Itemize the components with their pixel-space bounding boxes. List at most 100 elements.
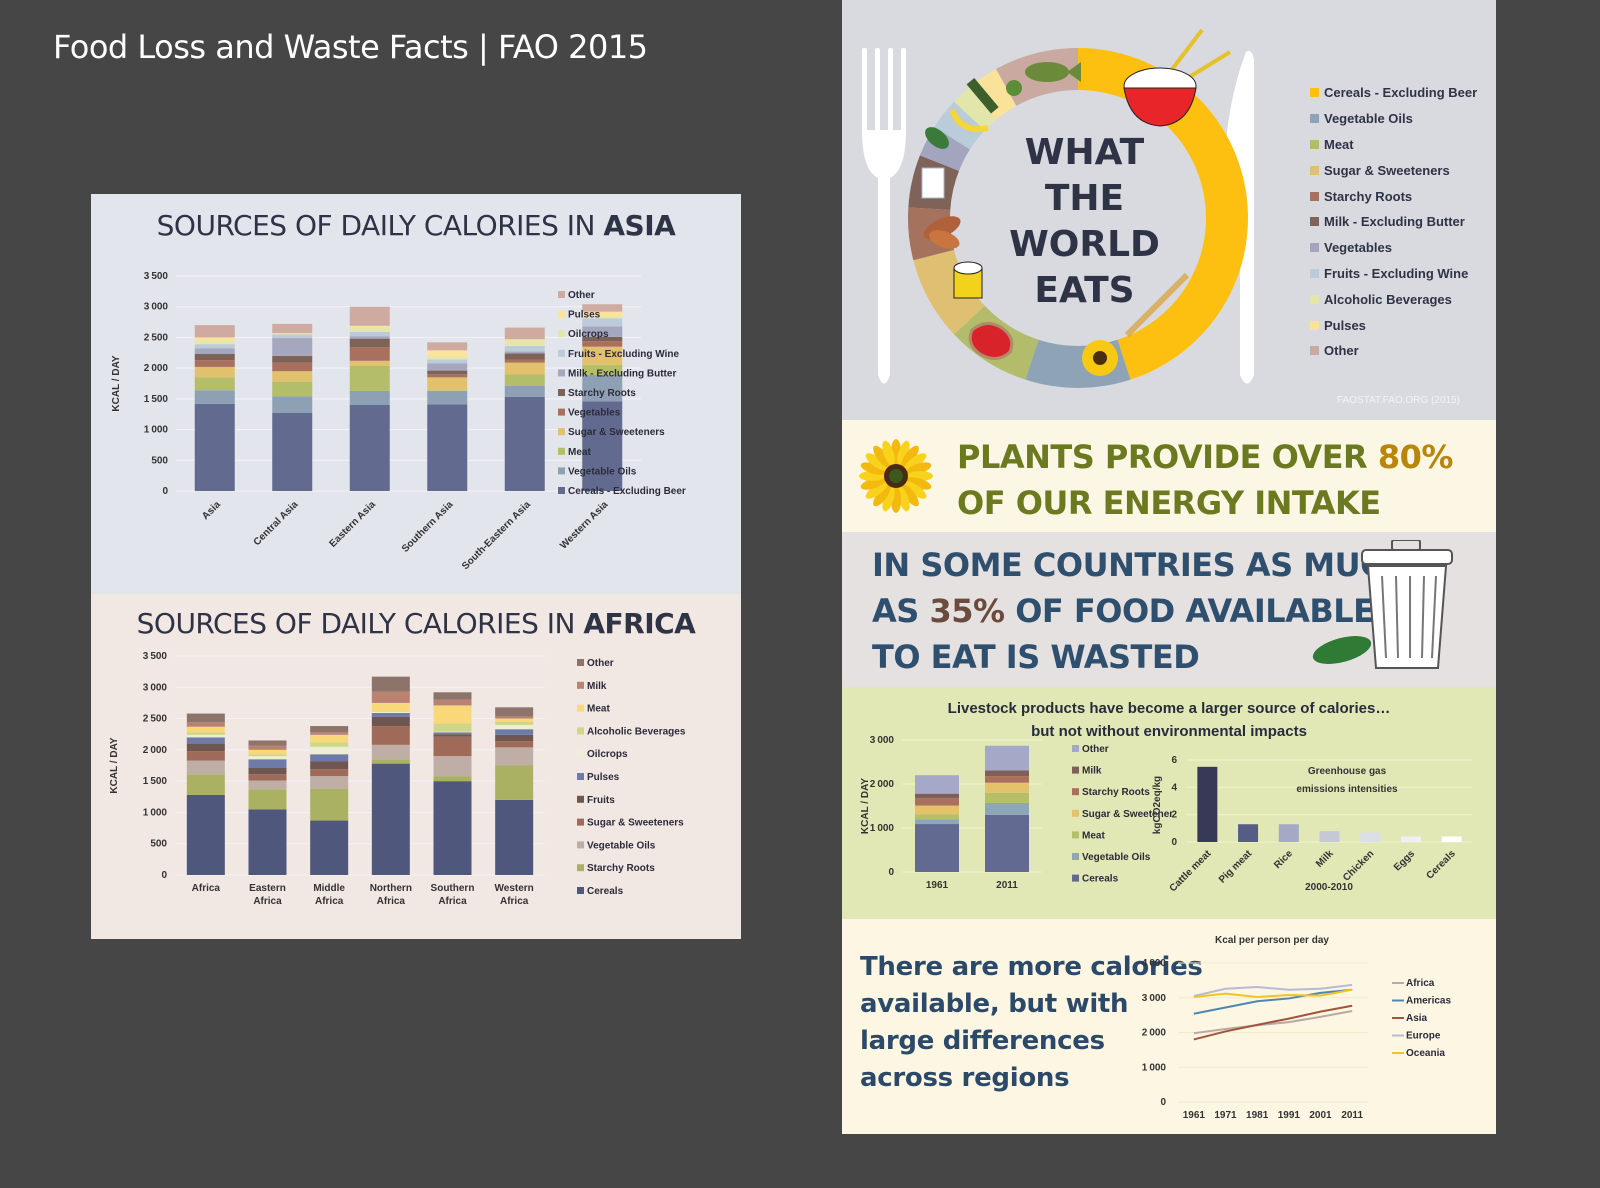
bar-segment: [582, 401, 623, 491]
x-tick-label: Eggs: [1392, 848, 1417, 873]
bar-segment: [985, 770, 1029, 777]
waste-line2-prefix: AS: [872, 592, 930, 630]
legend-swatch: [577, 681, 584, 689]
x-tick-label: Central Asia: [252, 499, 301, 548]
legend-swatch: [558, 349, 565, 357]
legend-item: Fruits - Excluding Wine: [1310, 261, 1477, 287]
bar-segment: [248, 759, 287, 769]
bar-segment: [310, 788, 349, 821]
bar-segment: [427, 342, 468, 351]
legend-swatch: [1310, 294, 1319, 304]
legend-label: Americas: [1406, 996, 1451, 1007]
livestock-title: Livestock products have become a larger …: [842, 697, 1496, 743]
bar-segment: [433, 776, 472, 782]
bar-segment: [272, 396, 313, 413]
bar-segment: [349, 338, 390, 348]
bar-segment: [272, 333, 313, 334]
bar-segment: [349, 365, 390, 391]
legend-label: Vegetable Oils: [587, 840, 656, 851]
y-tick-label: 1 000: [1142, 1062, 1167, 1073]
legend-label: Starchy Roots: [1324, 188, 1413, 204]
y-tick-label: 3 000: [144, 302, 169, 313]
legend-swatch: [558, 487, 565, 494]
what-world-eats-legend: Cereals - Excluding Beer Vegetable Oils Me…: [1310, 80, 1477, 364]
bar-segment: [310, 734, 349, 743]
asia-title-prefix: SOURCES OF DAILY CALORIES IN: [156, 209, 604, 242]
bar: [1197, 766, 1218, 842]
legend-label: Fruits - Excluding Wine: [1324, 265, 1469, 281]
fish-icon: [1025, 62, 1081, 82]
legend-label: Alcoholic Beverages: [587, 726, 686, 737]
bar-segment: [504, 351, 545, 354]
y-axis-label: KCAL / DAY: [860, 778, 871, 834]
legend-swatch: [1310, 268, 1319, 278]
y-tick-label: 500: [150, 839, 167, 850]
bar-segment: [433, 736, 472, 757]
bar-segment: [433, 756, 472, 777]
bar-segment: [186, 722, 225, 727]
legend-label: Fruits - Excluding Wine: [568, 349, 679, 360]
ghg-chart-title: Greenhouse gas: [1308, 766, 1387, 777]
bar-segment: [433, 781, 472, 875]
legend-label: Vegetables: [1324, 240, 1392, 256]
bar-segment: [582, 326, 623, 337]
bar-segment: [194, 344, 235, 349]
y-tick-label: 2 000: [1142, 1028, 1167, 1039]
bar-segment: [504, 346, 545, 352]
legend-item: Starchy Roots: [1310, 183, 1477, 209]
bar-segment: [495, 707, 534, 717]
bar-segment: [310, 726, 349, 733]
bar-segment: [194, 360, 235, 367]
bar-segment: [248, 756, 287, 760]
bar-segment: [915, 793, 959, 799]
legend-label: Sugar & Sweeteners: [587, 818, 684, 829]
line-series: [1193, 1009, 1353, 1035]
legend-label: Oilcrops: [587, 749, 628, 760]
bar-segment: [915, 775, 959, 794]
plants-line2: OF OUR ENERGY INTAKE: [957, 484, 1381, 522]
bar-segment: [310, 769, 349, 777]
bar-segment: [186, 760, 225, 775]
livestock-title-line1: Livestock products have become a larger …: [947, 700, 1391, 717]
bar-segment: [349, 306, 390, 326]
y-tick-label: 2 000: [870, 779, 895, 790]
leaf-icon: [1312, 636, 1372, 664]
bar-segment: [248, 749, 287, 755]
bar-segment: [186, 713, 225, 723]
livestock-title-line2: but not without environmental impacts: [1031, 723, 1307, 740]
bar-segment: [248, 754, 287, 757]
bar-segment: [495, 747, 534, 766]
legend-label: Sugar & Sweeteners: [1324, 162, 1450, 178]
bar-segment: [310, 820, 349, 875]
bar: [1360, 832, 1381, 842]
bar-segment: [194, 348, 235, 355]
donut-segment: [1078, 48, 1248, 380]
bar-segment: [248, 774, 287, 781]
bar-segment: [582, 341, 623, 347]
x-tick-label: Western: [495, 883, 534, 894]
y-tick-label: 2 000: [143, 745, 168, 756]
bar-segment: [427, 404, 468, 491]
x-tick-label: Africa: [192, 883, 221, 894]
legend-swatch: [1072, 853, 1079, 860]
bar-segment: [433, 734, 472, 737]
x-tick-label: Cattle meat: [1168, 848, 1214, 894]
legend-label: Milk: [1082, 766, 1102, 777]
y-tick-label: 4: [1171, 782, 1177, 793]
peas-icon: [1006, 80, 1022, 96]
bar-segment: [349, 347, 390, 361]
bar-segment: [371, 759, 410, 764]
waste-line1: IN SOME COUNTRIES AS MUCH: [872, 546, 1410, 584]
x-tick-label: Chicken: [1341, 848, 1376, 883]
x-tick-label: Middle: [313, 883, 345, 894]
bar-segment: [310, 761, 349, 770]
source-note: FAOSTAT.FAO.ORG (2015): [1337, 395, 1460, 406]
legend-label: Sugar & Sweeteners: [1082, 809, 1172, 820]
asia-calories-section: SOURCES OF DAILY CALORIES IN ASIA 0 500 1 …: [91, 194, 741, 594]
x-tick-label: 1961: [926, 880, 949, 891]
sunflower-icon: [1082, 340, 1118, 376]
legend-label: Sugar & Sweeteners: [568, 427, 665, 438]
bar-segment: [194, 354, 235, 361]
bar-segment: [582, 304, 623, 312]
x-tick-label: Northern: [370, 883, 412, 894]
